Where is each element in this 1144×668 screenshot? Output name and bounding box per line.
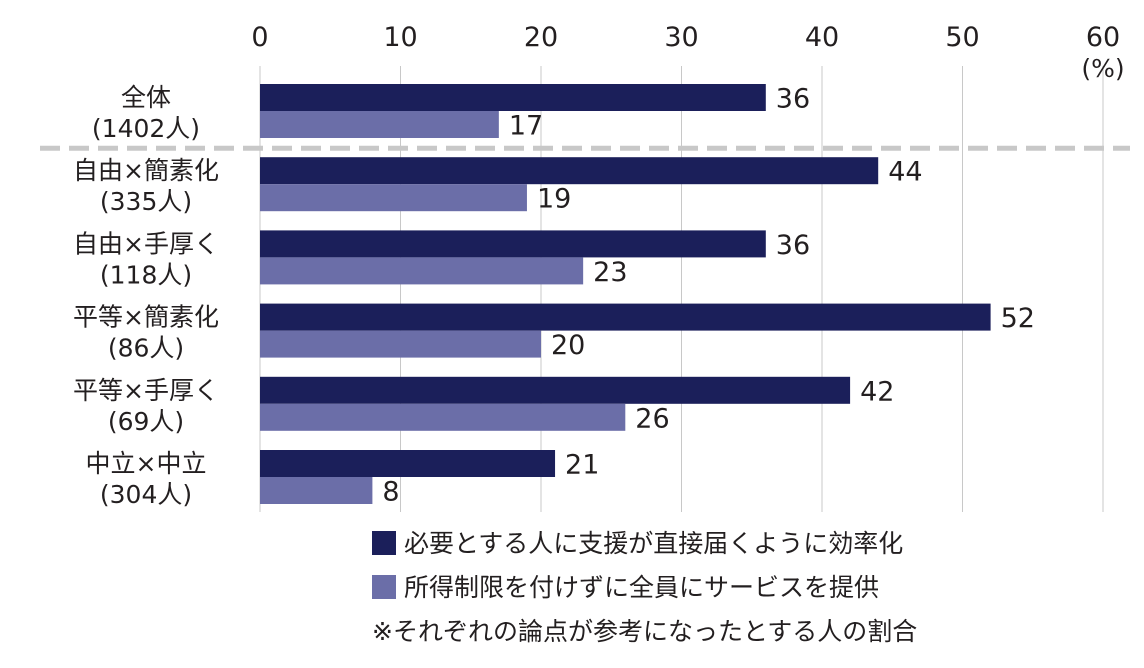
bar-value-label-5-1: 8 (382, 477, 399, 508)
bar-5-1 (260, 477, 373, 504)
legend-label-universal: 所得制限を付けずに全員にサービスを提供 (404, 573, 879, 602)
category-label-3: 平等×簡素化 (73, 303, 219, 332)
category-label-2: 自由×手厚く (73, 229, 219, 258)
x-tick-label-10: 10 (383, 22, 417, 53)
category-count-4: (69人) (108, 407, 184, 436)
category-label-5: 中立×中立 (86, 449, 207, 478)
bar-0-1 (260, 111, 499, 138)
bar-4-0 (260, 376, 851, 404)
bar-value-label-1-0: 44 (888, 157, 922, 188)
category-label-0: 全体 (121, 83, 171, 112)
category-label-4: 平等×手厚く (73, 376, 219, 405)
category-label-1: 自由×簡素化 (73, 156, 219, 185)
category-count-0: (1402人) (92, 114, 200, 143)
x-tick-label-40: 40 (805, 22, 839, 53)
bar-value-label-2-0: 36 (776, 230, 810, 261)
bar-1-0 (260, 157, 879, 185)
bar-2-1 (260, 257, 584, 285)
x-tick-label-60: 60 (1086, 22, 1120, 53)
bars: 36 17 44 19 36 23 52 20 42 26 21 8 (260, 84, 1035, 508)
bar-value-label-4-0: 42 (860, 376, 894, 407)
gridlines (259, 66, 1104, 512)
bar-value-label-3-0: 52 (1001, 303, 1035, 334)
bar-value-label-0-1: 17 (509, 111, 543, 142)
category-count-2: (118人) (100, 260, 192, 289)
bar-3-1 (260, 330, 541, 358)
x-tick-label-0: 0 (251, 22, 268, 53)
legend-swatch-efficiency (372, 531, 396, 555)
chart-note: ※それぞれの論点が参考になったとする人の割合 (372, 617, 917, 646)
category-count-5: (304人) (100, 480, 192, 509)
x-axis-ticks: 0 10 20 30 40 50 60 (251, 22, 1120, 53)
legend-label-efficiency: 必要とする人に支援が直接届くように効率化 (404, 529, 903, 558)
legend: 必要とする人に支援が直接届くように効率化 所得制限を付けずに全員にサービスを提供 (372, 529, 903, 602)
bar-value-label-5-0: 21 (565, 450, 599, 481)
unit-label: (%) (1081, 54, 1124, 83)
x-tick-label-20: 20 (524, 22, 558, 53)
bar-value-label-2-1: 23 (593, 257, 627, 288)
x-tick-label-30: 30 (664, 22, 698, 53)
bar-5-0 (260, 450, 556, 477)
x-tick-label-50: 50 (945, 22, 979, 53)
bar-value-label-0-0: 36 (776, 84, 810, 115)
category-count-1: (335人) (100, 187, 192, 216)
category-labels: 全体(1402人)自由×簡素化(335人)自由×手厚く(118人)平等×簡素化(… (73, 83, 219, 509)
bar-value-label-1-1: 19 (537, 184, 571, 215)
bar-3-0 (260, 303, 991, 331)
legend-swatch-universal (372, 575, 396, 599)
bar-value-label-3-1: 20 (551, 330, 585, 361)
bar-2-0 (260, 230, 766, 258)
bar-4-1 (260, 403, 626, 431)
bar-1-1 (260, 184, 527, 212)
bar-0-0 (260, 84, 766, 111)
bar-value-label-4-1: 26 (635, 403, 669, 434)
category-count-3: (86人) (108, 334, 184, 363)
